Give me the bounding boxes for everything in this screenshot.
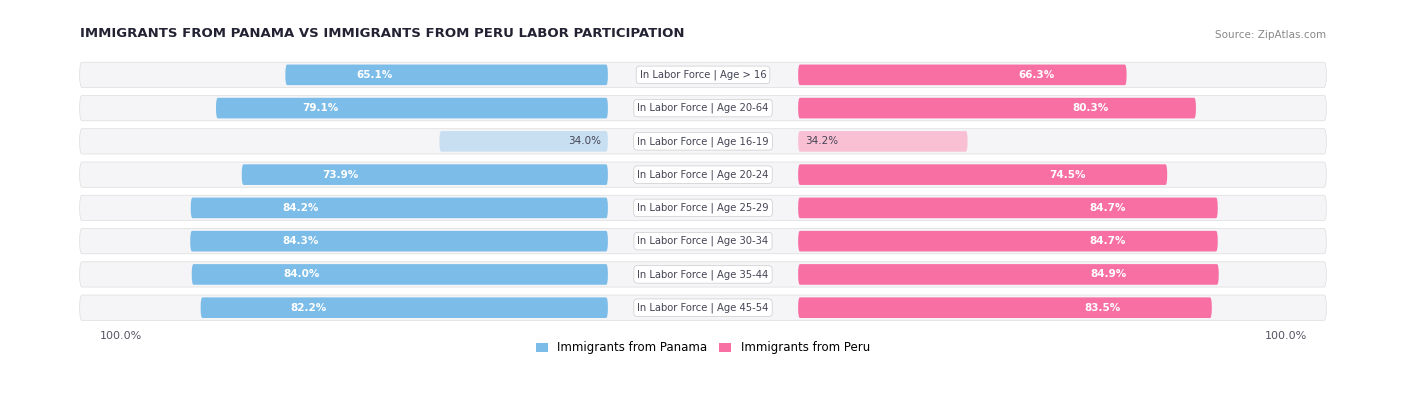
Text: 65.1%: 65.1% xyxy=(356,70,392,80)
Text: 73.9%: 73.9% xyxy=(322,169,359,180)
FancyBboxPatch shape xyxy=(799,131,967,152)
Text: In Labor Force | Age > 16: In Labor Force | Age > 16 xyxy=(640,70,766,80)
Text: 80.3%: 80.3% xyxy=(1073,103,1108,113)
Text: 82.2%: 82.2% xyxy=(290,303,326,313)
FancyBboxPatch shape xyxy=(285,64,607,85)
Text: 83.5%: 83.5% xyxy=(1084,303,1121,313)
FancyBboxPatch shape xyxy=(217,98,607,118)
FancyBboxPatch shape xyxy=(201,297,607,318)
Text: IMMIGRANTS FROM PANAMA VS IMMIGRANTS FROM PERU LABOR PARTICIPATION: IMMIGRANTS FROM PANAMA VS IMMIGRANTS FRO… xyxy=(80,27,685,40)
FancyBboxPatch shape xyxy=(799,264,1219,285)
FancyBboxPatch shape xyxy=(80,262,1326,287)
Text: 84.2%: 84.2% xyxy=(283,203,319,213)
FancyBboxPatch shape xyxy=(191,198,607,218)
FancyBboxPatch shape xyxy=(242,164,607,185)
Text: 34.0%: 34.0% xyxy=(568,136,602,147)
FancyBboxPatch shape xyxy=(191,264,607,285)
FancyBboxPatch shape xyxy=(799,231,1218,252)
FancyBboxPatch shape xyxy=(799,64,1126,85)
Text: In Labor Force | Age 16-19: In Labor Force | Age 16-19 xyxy=(637,136,769,147)
Text: 100.0%: 100.0% xyxy=(100,331,142,341)
FancyBboxPatch shape xyxy=(80,96,1326,121)
Text: In Labor Force | Age 25-29: In Labor Force | Age 25-29 xyxy=(637,203,769,213)
FancyBboxPatch shape xyxy=(80,129,1326,154)
Legend: Immigrants from Panama, Immigrants from Peru: Immigrants from Panama, Immigrants from … xyxy=(536,341,870,354)
FancyBboxPatch shape xyxy=(799,98,1197,118)
Text: In Labor Force | Age 45-54: In Labor Force | Age 45-54 xyxy=(637,303,769,313)
Text: Source: ZipAtlas.com: Source: ZipAtlas.com xyxy=(1215,30,1326,40)
Text: 84.0%: 84.0% xyxy=(283,269,319,279)
Text: 34.2%: 34.2% xyxy=(804,136,838,147)
FancyBboxPatch shape xyxy=(799,164,1167,185)
Text: In Labor Force | Age 20-64: In Labor Force | Age 20-64 xyxy=(637,103,769,113)
FancyBboxPatch shape xyxy=(80,195,1326,220)
Text: 84.3%: 84.3% xyxy=(283,236,319,246)
Text: 100.0%: 100.0% xyxy=(1264,331,1306,341)
Text: 66.3%: 66.3% xyxy=(1018,70,1054,80)
Text: In Labor Force | Age 20-24: In Labor Force | Age 20-24 xyxy=(637,169,769,180)
FancyBboxPatch shape xyxy=(190,231,607,252)
Text: 84.7%: 84.7% xyxy=(1088,236,1125,246)
FancyBboxPatch shape xyxy=(80,229,1326,254)
FancyBboxPatch shape xyxy=(80,62,1326,87)
Text: In Labor Force | Age 35-44: In Labor Force | Age 35-44 xyxy=(637,269,769,280)
FancyBboxPatch shape xyxy=(799,297,1212,318)
FancyBboxPatch shape xyxy=(80,162,1326,187)
Text: 74.5%: 74.5% xyxy=(1049,169,1085,180)
Text: In Labor Force | Age 30-34: In Labor Force | Age 30-34 xyxy=(637,236,769,246)
FancyBboxPatch shape xyxy=(80,295,1326,320)
Text: 84.7%: 84.7% xyxy=(1088,203,1125,213)
Text: 79.1%: 79.1% xyxy=(302,103,339,113)
FancyBboxPatch shape xyxy=(799,198,1218,218)
Text: 84.9%: 84.9% xyxy=(1090,269,1126,279)
FancyBboxPatch shape xyxy=(440,131,607,152)
